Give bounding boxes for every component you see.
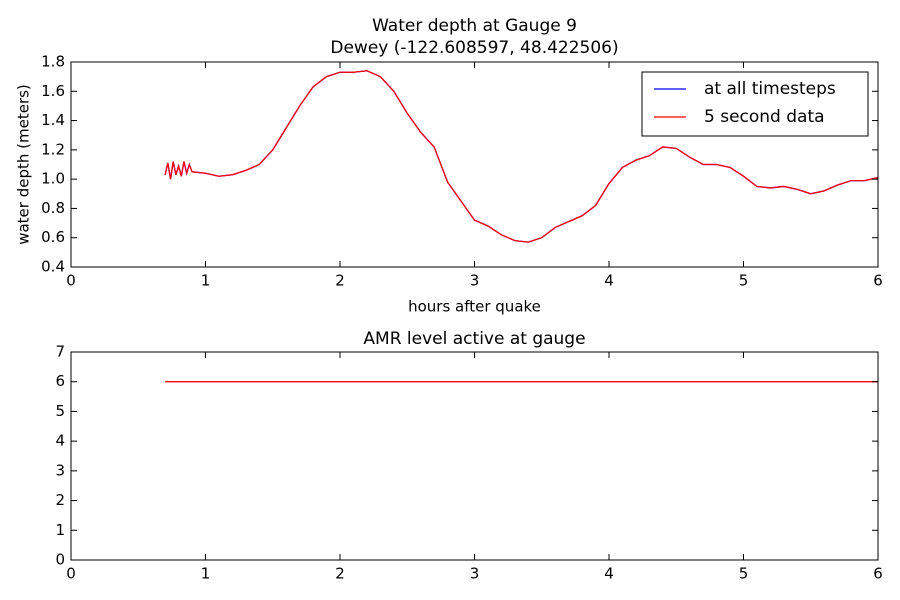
y-tick-label: 0.6 [41,228,65,246]
x-tick-label: 0 [66,565,76,583]
legend-label: 5 second data [704,107,825,127]
y-tick-label: 1.6 [41,82,65,100]
x-tick-label: 1 [201,565,211,583]
y-axis-label: water depth (meters) [15,84,33,245]
y-tick-label: 2 [55,491,65,509]
chart-subtitle: Dewey (-122.608597, 48.422506) [330,38,618,58]
y-tick-label: 0 [55,551,65,569]
x-tick-label: 5 [739,565,749,583]
plot-frame [70,351,879,561]
y-tick-label: 1.4 [41,111,65,129]
x-tick-label: 0 [66,272,76,290]
x-tick-label: 6 [873,272,883,290]
y-tick-label: 1.2 [41,140,65,158]
y-tick-label: 1.0 [41,170,65,188]
y-tick-label: 0.8 [41,199,65,217]
x-axis-label: hours after quake [408,298,541,316]
x-tick-label: 1 [201,272,211,290]
x-tick-label: 3 [470,272,480,290]
x-tick-label: 6 [873,565,883,583]
y-tick-label: 1 [55,521,65,539]
y-tick-label: 5 [55,402,65,420]
chart-title: Water depth at Gauge 9 [372,16,577,36]
x-tick-label: 2 [335,565,345,583]
data-line [164,70,879,243]
x-tick-label: 5 [739,272,749,290]
chart-title: AMR level active at gauge [363,329,585,349]
legend-box [641,71,869,137]
y-tick-label: 3 [55,461,65,479]
x-tick-label: 4 [604,565,614,583]
y-tick-label: 0.4 [41,258,65,276]
y-tick-label: 6 [55,372,65,390]
legend-label: at all timesteps [704,79,836,99]
y-tick-label: 7 [55,343,65,361]
y-tick-label: 4 [55,432,65,450]
x-tick-label: 4 [604,272,614,290]
x-tick-label: 3 [470,565,480,583]
y-tick-label: 1.8 [41,53,65,71]
x-tick-label: 2 [335,272,345,290]
